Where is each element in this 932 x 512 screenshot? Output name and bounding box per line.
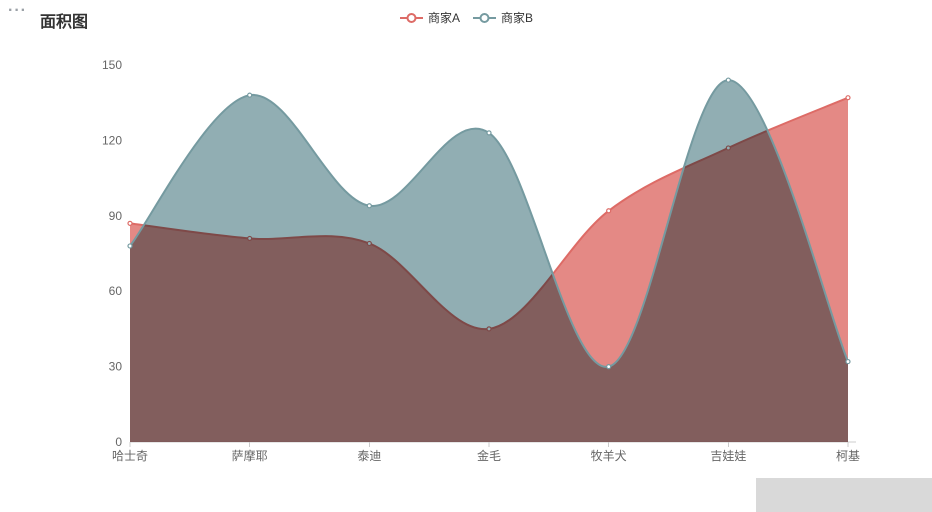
- x-axis-label: 哈士奇: [112, 449, 148, 463]
- data-point-商家B[interactable]: [606, 364, 612, 370]
- legend-label: 商家B: [501, 11, 534, 25]
- page-title: 面积图: [40, 14, 89, 31]
- legend: 商家A 商家B: [0, 9, 932, 26]
- y-axis-label: 150: [102, 58, 122, 72]
- legend-line-circle-icon: [399, 12, 423, 23]
- legend-item-商家A[interactable]: 商家A: [399, 9, 460, 26]
- y-axis-label: 60: [109, 284, 123, 298]
- data-point-商家B[interactable]: [845, 358, 851, 365]
- x-axis-label: 吉娃娃: [710, 449, 746, 463]
- data-point-商家B[interactable]: [366, 203, 372, 209]
- x-axis-label: 柯基: [836, 449, 860, 463]
- data-point-商家B[interactable]: [725, 77, 731, 83]
- legend-label: 商家A: [427, 11, 460, 25]
- x-axis-label: 牧羊犬: [591, 448, 627, 463]
- x-axis-label: 泰迪: [357, 449, 381, 463]
- y-axis-label: 120: [102, 133, 122, 147]
- legend-item-商家B[interactable]: 商家B: [472, 9, 533, 26]
- x-axis-label: 金毛: [477, 448, 501, 463]
- y-axis-label: 30: [109, 360, 123, 374]
- data-point-商家B[interactable]: [127, 243, 133, 249]
- series-area-商家B[interactable]: [130, 80, 848, 443]
- y-axis-label: 90: [109, 209, 123, 223]
- data-point-商家B[interactable]: [247, 92, 253, 98]
- data-point-商家A[interactable]: [606, 208, 612, 214]
- x-axis-label: 萨摩耶: [232, 448, 268, 463]
- legend-line-circle-icon: [473, 12, 496, 23]
- bottom-right-panel: [756, 478, 932, 512]
- series-line-商家B[interactable]: [129, 79, 849, 368]
- y-axis-label: 0: [115, 435, 122, 449]
- data-point-商家A[interactable]: [845, 95, 851, 101]
- data-point-商家A[interactable]: [127, 220, 133, 226]
- more-menu-icon[interactable]: ···: [8, 2, 27, 19]
- data-point-商家B[interactable]: [486, 130, 492, 136]
